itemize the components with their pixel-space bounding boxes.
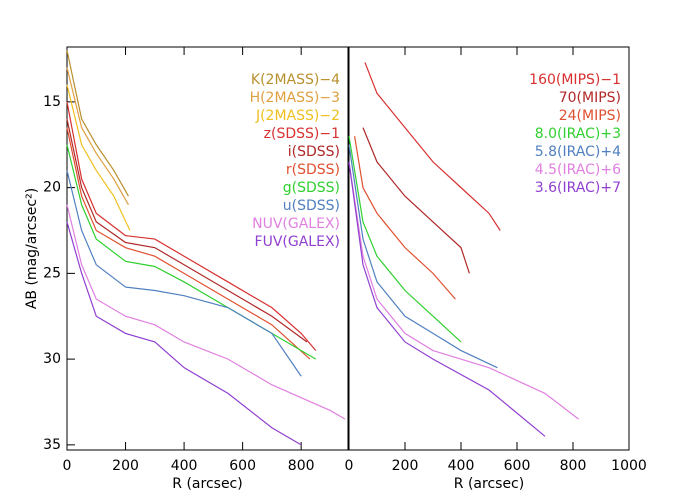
profile-line	[348, 161, 579, 420]
x-tick-label: 400	[171, 458, 198, 474]
profile-line	[66, 204, 346, 420]
profile-line	[348, 161, 546, 437]
profile-line	[364, 62, 501, 231]
legend-entry: 8.0(IRAC)+3	[535, 126, 621, 142]
legend-entry: 5.8(IRAC)+4	[535, 144, 621, 160]
legend-entry: J(2MASS)−2	[255, 108, 340, 124]
plot-frame	[348, 46, 630, 451]
profile-line	[66, 50, 129, 197]
profile-line	[354, 136, 456, 300]
legend-entry: FUV(GALEX)	[255, 234, 340, 250]
y-tick-label: 25	[43, 265, 61, 281]
y-axis-label: AB (mag/arcsec²)	[24, 188, 40, 309]
x-tick-label: 400	[448, 458, 475, 474]
y-tick-label: 20	[43, 180, 61, 196]
legend-entry: 160(MIPS)−1	[529, 72, 621, 88]
y-tick-label: 35	[43, 437, 61, 453]
x-tick-label: 600	[229, 458, 256, 474]
x-tick-label: 1000	[611, 458, 647, 474]
x-axis-label: R (arcsec)	[454, 476, 524, 492]
legend-entry: u(SDSS)	[283, 198, 340, 214]
x-tick-label: 0	[345, 458, 354, 474]
profile-line	[66, 127, 311, 360]
legend-entry: K(2MASS)−4	[251, 72, 340, 88]
x-tick-label: 600	[504, 458, 531, 474]
profile-line	[66, 170, 302, 377]
profile-line	[362, 127, 470, 274]
legend-entry: r(SDSS)	[286, 162, 340, 178]
profile-line	[66, 144, 317, 360]
x-tick-label: 800	[560, 458, 587, 474]
legend-entry: 3.6(IRAC)+7	[535, 180, 621, 196]
legend-entry: z(SDSS)−1	[264, 126, 340, 142]
plot-frame	[66, 46, 349, 451]
y-tick-label: 15	[43, 94, 61, 110]
legend-entry: 4.5(IRAC)+6	[535, 162, 621, 178]
profile-line	[66, 67, 129, 206]
profile-line	[66, 101, 317, 351]
legend-entry: g(SDSS)	[283, 180, 340, 196]
x-tick-label: 200	[112, 458, 139, 474]
x-tick-label: 0	[63, 458, 72, 474]
profile-line	[66, 84, 131, 231]
x-tick-label: 800	[288, 458, 315, 474]
legend-entry: NUV(GALEX)	[252, 216, 340, 232]
legend-entry: i(SDSS)	[288, 144, 340, 160]
legend-entry: 24(MIPS)	[559, 108, 621, 124]
profile-line	[66, 221, 302, 446]
profile-line	[66, 118, 308, 343]
legend-entry: 70(MIPS)	[559, 90, 621, 106]
x-axis-label: R (arcsec)	[172, 476, 242, 492]
profile-line	[348, 136, 462, 343]
y-tick-label: 30	[43, 351, 61, 367]
profile-line	[348, 144, 498, 369]
legend-entry: H(2MASS)−3	[250, 90, 340, 106]
x-tick-label: 200	[392, 458, 419, 474]
